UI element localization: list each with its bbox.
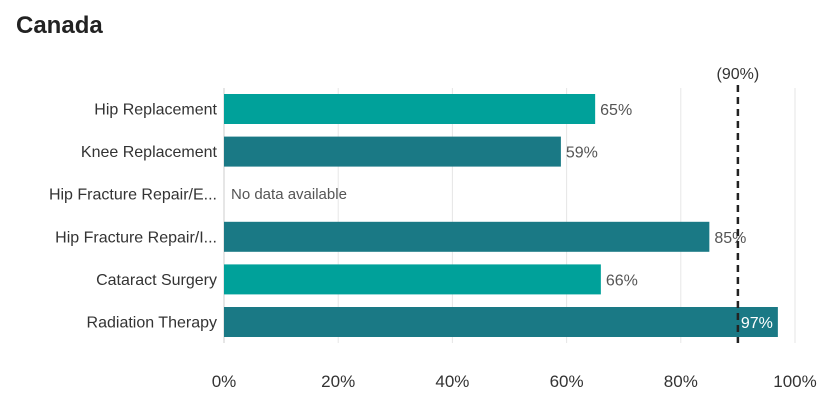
bar[interactable] [224,307,778,337]
no-data-label: No data available [231,186,347,203]
x-tick-label: 0% [212,372,237,391]
bar[interactable] [224,94,596,124]
category-label: Hip Replacement [94,102,217,119]
value-label: 65% [600,102,632,119]
chart-title: Canada [16,12,103,39]
category-label: Hip Fracture Repair/E... [49,187,217,204]
benchmark: (90%) [717,66,760,343]
value-label: 85% [714,230,746,247]
category-label: Knee Replacement [81,144,218,161]
value-label: 97% [741,315,773,332]
category-labels: Hip Replacement Knee Replacement Hip Fract… [49,102,218,332]
value-labels: 65% 59% No data available 85% 66% 97% [231,102,773,332]
x-tick-label: 40% [435,372,469,391]
category-label: Radiation Therapy [87,315,217,332]
x-tick-label: 100% [773,372,816,391]
x-tick-label: 20% [321,372,355,391]
value-label: 66% [606,272,638,289]
bar[interactable] [224,136,561,167]
value-label: 59% [566,145,598,162]
x-tick-label: 80% [664,372,698,391]
benchmark-label: (90%) [717,66,760,83]
bar[interactable] [224,264,601,295]
bar[interactable] [224,221,710,252]
gridlines [223,88,796,343]
x-axis-ticks: 0% 20% 40% 60% 80% 100% [212,372,817,391]
category-label: Hip Fracture Repair/I... [55,229,217,246]
x-tick-label: 60% [550,372,584,391]
category-label: Cataract Surgery [96,272,217,289]
bars [224,94,778,337]
